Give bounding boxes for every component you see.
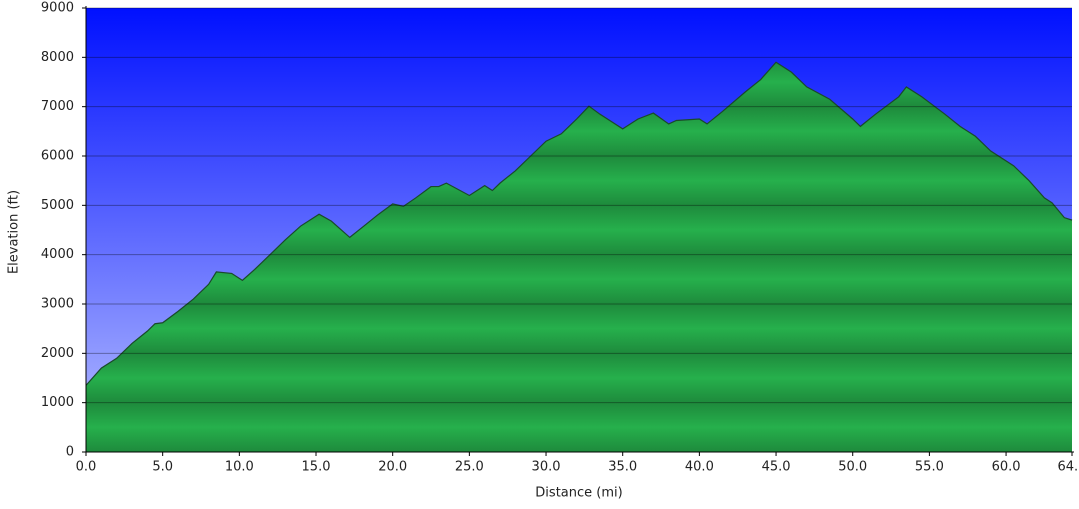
y-tick-label: 3000 xyxy=(41,297,74,312)
y-tick-label: 6000 xyxy=(41,149,74,164)
x-tick-label: 5.0 xyxy=(152,460,173,475)
x-tick-label: 35.0 xyxy=(608,460,637,475)
x-tick-label: 10.0 xyxy=(225,460,254,475)
x-tick-label: 45.0 xyxy=(762,460,791,475)
y-tick-label: 1000 xyxy=(41,395,74,410)
x-tick-label: 25.0 xyxy=(455,460,484,475)
x-tick-label: 20.0 xyxy=(378,460,407,475)
x-tick-label: 40.0 xyxy=(685,460,714,475)
x-tick-label: 50.0 xyxy=(838,460,867,475)
x-tick-label: 55.0 xyxy=(915,460,944,475)
y-axis-label: Elevation (ft) xyxy=(7,190,22,274)
x-tick-label: 30.0 xyxy=(532,460,561,475)
y-tick-label: 5000 xyxy=(41,198,74,213)
y-tick-label: 2000 xyxy=(41,346,74,361)
y-tick-label: 0 xyxy=(66,445,74,460)
x-tick-label: 15.0 xyxy=(302,460,331,475)
x-tick-label: 60.0 xyxy=(992,460,1021,475)
x-tick-label: 0.0 xyxy=(76,460,97,475)
y-tick-label: 9000 xyxy=(41,1,74,16)
x-axis-label: Distance (mi) xyxy=(535,486,622,501)
y-tick-label: 4000 xyxy=(41,247,74,262)
y-tick-label: 8000 xyxy=(41,50,74,65)
x-tick-label: 64.3 xyxy=(1058,460,1079,475)
y-tick-label: 7000 xyxy=(41,99,74,114)
area xyxy=(86,62,1072,453)
line xyxy=(85,61,1073,386)
